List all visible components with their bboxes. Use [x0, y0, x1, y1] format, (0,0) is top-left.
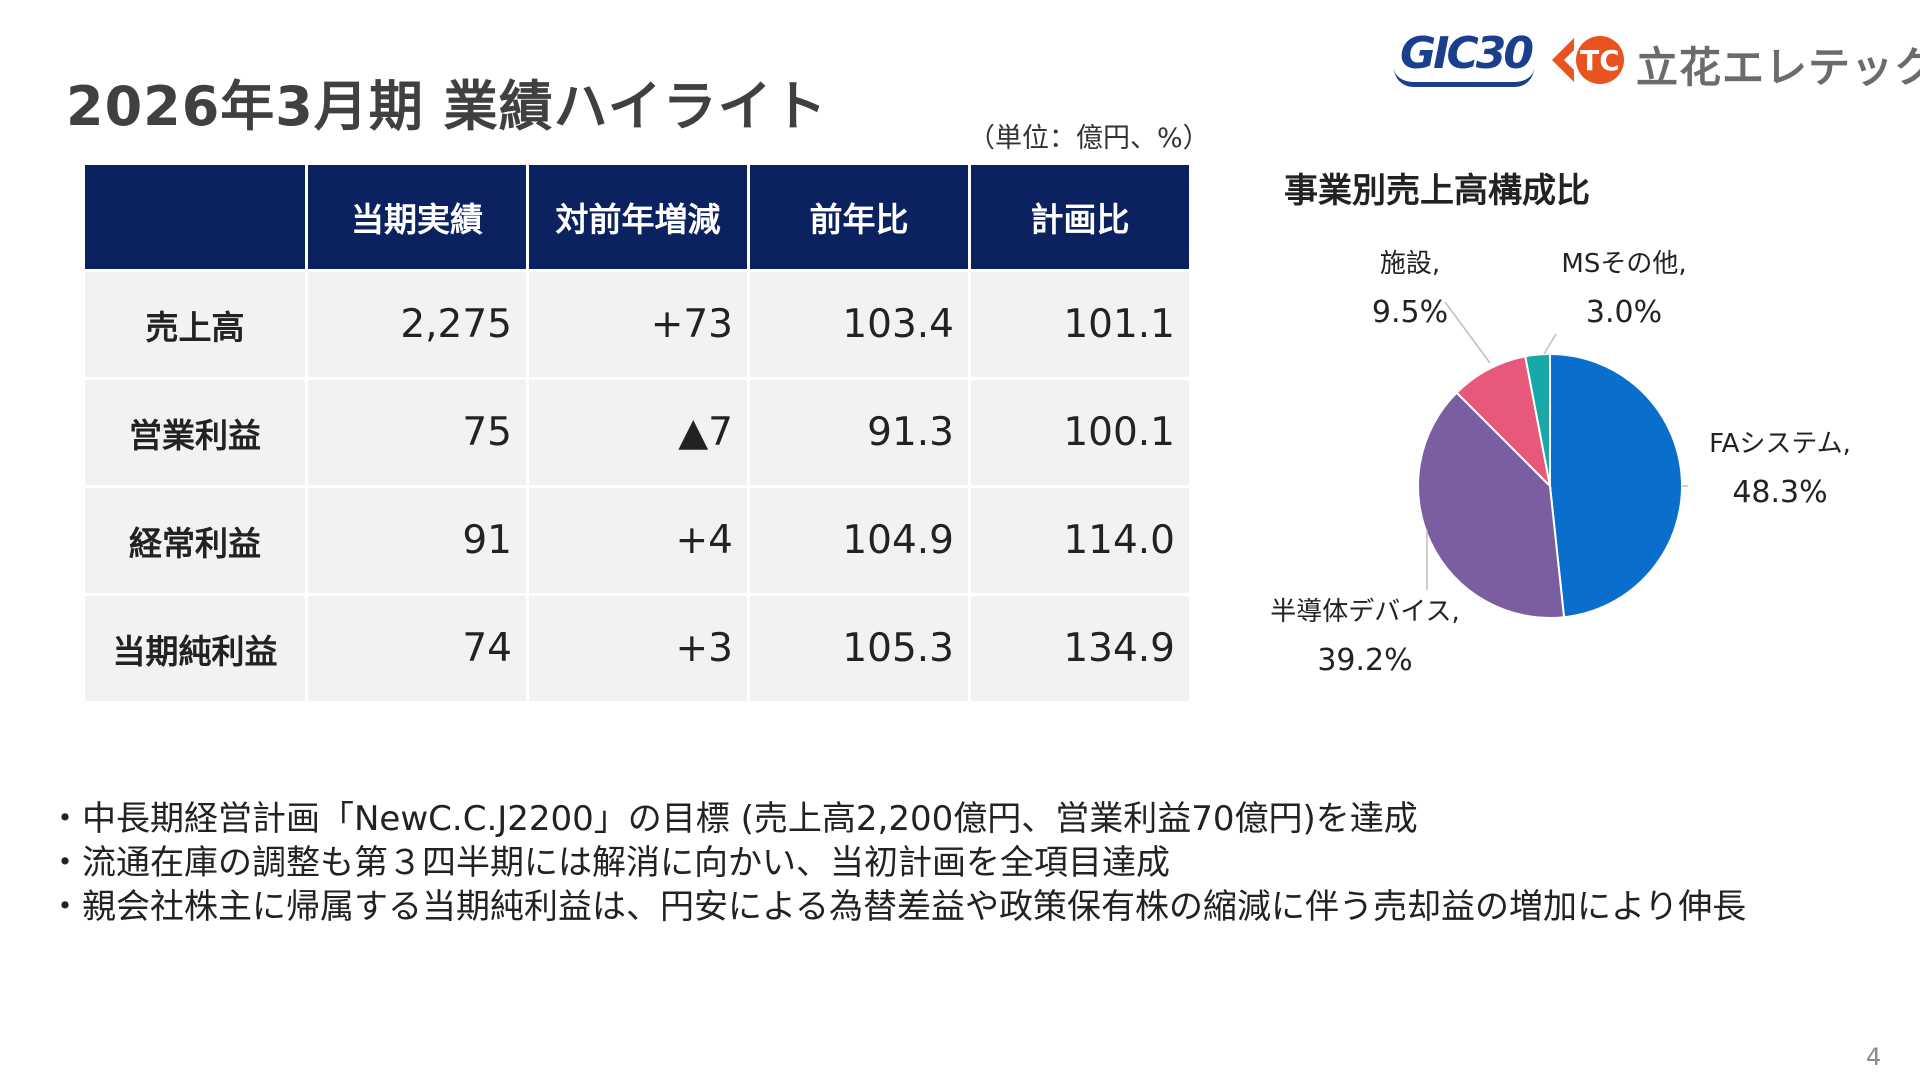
row-label: 売上高	[85, 272, 305, 377]
table-row: 営業利益 75 ▲7 91.3 100.1	[85, 380, 1189, 485]
pie-slices	[1417, 352, 1683, 619]
unit-note: （単位：億円、%）	[968, 123, 1210, 154]
table-cell: +3	[529, 596, 747, 701]
gic-swoosh-icon	[1394, 68, 1534, 87]
table-row: 売上高 2,275 +73 103.4 101.1	[85, 272, 1189, 377]
table-row: 当期純利益 74 +3 105.3 134.9	[85, 596, 1189, 701]
table-cell: 74	[308, 596, 526, 701]
table-header-actual: 当期実績	[308, 165, 526, 269]
pie-label-value-fa-system: 48.3%	[1732, 475, 1827, 510]
leader-line-facility	[1444, 301, 1491, 364]
pie-chart: FAシステム, 48.3% 半導体デバイス, 39.2% 施設, 9.5% MSその他, 3.…	[1270, 249, 1851, 678]
leader-line-ms-other	[1543, 333, 1557, 355]
table-cell: ▲7	[529, 380, 747, 485]
table-cell: 2,275	[308, 272, 526, 377]
logo-area: GIC30 TC 立花エレテック	[1394, 28, 1920, 98]
pie-slice-semiconductor-device	[1417, 391, 1566, 619]
tc-logo-text: TC	[1580, 44, 1620, 77]
table-cell: +4	[529, 488, 747, 593]
pie-label-name-facility: 施設,	[1380, 249, 1440, 279]
table-header-row: 当期実績 対前年増減 前年比 計画比	[85, 165, 1189, 269]
row-label: 当期純利益	[85, 596, 305, 701]
bullet-item: ・中長期経営計画「NewC.C.J2200」の目標 (売上高2,200億円、営業…	[48, 799, 1418, 839]
table-header-yoy-change: 対前年増減	[529, 165, 747, 269]
table-header-yoy-ratio: 前年比	[750, 165, 968, 269]
table-header-empty	[85, 165, 305, 269]
page-title: 2026年3月期 業績ハイライト	[66, 75, 828, 138]
pie-label-value-semiconductor-device: 39.2%	[1317, 643, 1412, 678]
pie-label-value-facility: 9.5%	[1372, 295, 1448, 330]
table-row: 経常利益 91 +4 104.9 114.0	[85, 488, 1189, 593]
pie-label-name-fa-system: FAシステム,	[1709, 429, 1851, 459]
kpi-table: 当期実績 対前年増減 前年比 計画比 売上高 2,275 +73 103.4 1…	[82, 162, 1192, 704]
pie-chart-title: 事業別売上高構成比	[1284, 171, 1590, 211]
table-cell: 105.3	[750, 596, 968, 701]
pie-slice-ms-other	[1524, 352, 1551, 487]
table-cell: 75	[308, 380, 526, 485]
bullet-item: ・流通在庫の調整も第３四半期には解消に向かい、当初計画を全項目達成	[48, 843, 1170, 883]
pie-slice-fa-system	[1549, 352, 1683, 619]
table-cell: 104.9	[750, 488, 968, 593]
table-cell: 100.1	[971, 380, 1189, 485]
pie-slice-facility	[1455, 355, 1552, 490]
pie-leader-lines	[1426, 301, 1688, 590]
table-header-plan-ratio: 計画比	[971, 165, 1189, 269]
company-name-logo: 立花エレテック	[1636, 43, 1920, 92]
pie-label-value-ms-other: 3.0%	[1586, 295, 1662, 330]
row-label: 営業利益	[85, 380, 305, 485]
table-cell: +73	[529, 272, 747, 377]
tc-logo-icon: TC	[1552, 36, 1624, 84]
table-cell: 114.0	[971, 488, 1189, 593]
bullet-list: ・中長期経営計画「NewC.C.J2200」の目標 (売上高2,200億円、営業…	[48, 797, 1746, 929]
gic-logo: GIC30	[1394, 28, 1534, 87]
row-label: 経常利益	[85, 488, 305, 593]
pie-label-name-ms-other: MSその他,	[1561, 249, 1686, 279]
pie-labels: FAシステム, 48.3% 半導体デバイス, 39.2% 施設, 9.5% MSその他, 3.…	[1270, 249, 1851, 678]
table-cell: 91	[308, 488, 526, 593]
pie-label-name-semiconductor-device: 半導体デバイス,	[1270, 597, 1460, 627]
table-cell: 134.9	[971, 596, 1189, 701]
bullet-item: ・親会社株主に帰属する当期純利益は、円安による為替差益や政策保有株の縮減に伴う売…	[48, 887, 1747, 927]
table-cell: 101.1	[971, 272, 1189, 377]
table-cell: 91.3	[750, 380, 968, 485]
table-cell: 103.4	[750, 272, 968, 377]
page-number: 4	[1866, 1043, 1882, 1071]
